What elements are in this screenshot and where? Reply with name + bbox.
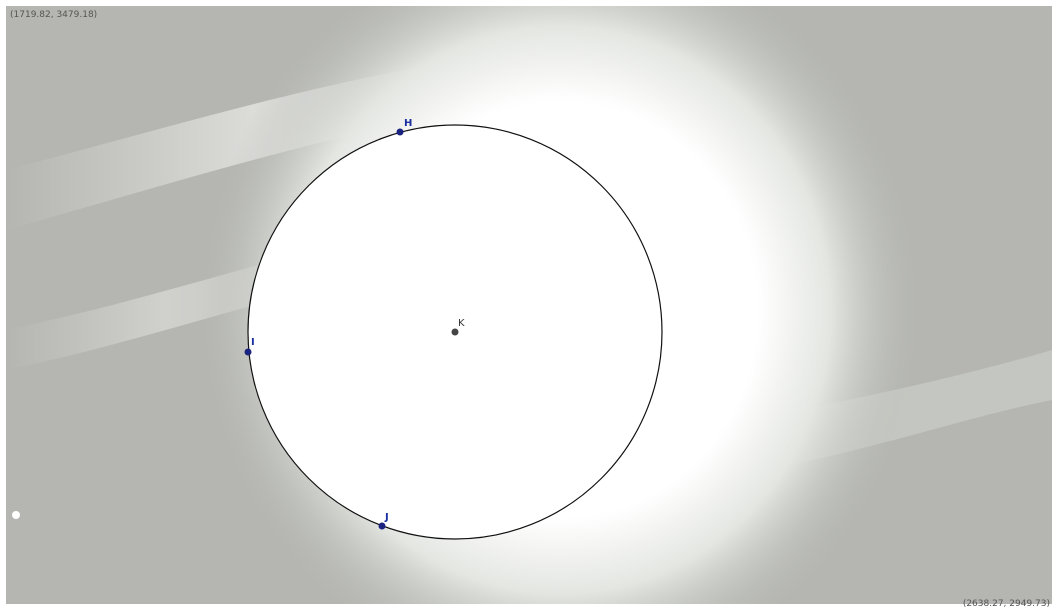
point[interactable] — [396, 128, 404, 136]
point-label: J — [384, 512, 389, 523]
corner-coordinates: (2638.27, 2949.73) — [963, 599, 1050, 609]
corner-coordinates: (1719.82, 3479.18) — [10, 10, 97, 20]
point[interactable] — [378, 522, 386, 530]
star — [12, 511, 20, 519]
point-label: K — [458, 318, 465, 329]
point-label: H — [404, 118, 412, 129]
point-label: I — [251, 337, 255, 348]
point[interactable] — [451, 328, 459, 336]
point[interactable] — [244, 348, 252, 356]
